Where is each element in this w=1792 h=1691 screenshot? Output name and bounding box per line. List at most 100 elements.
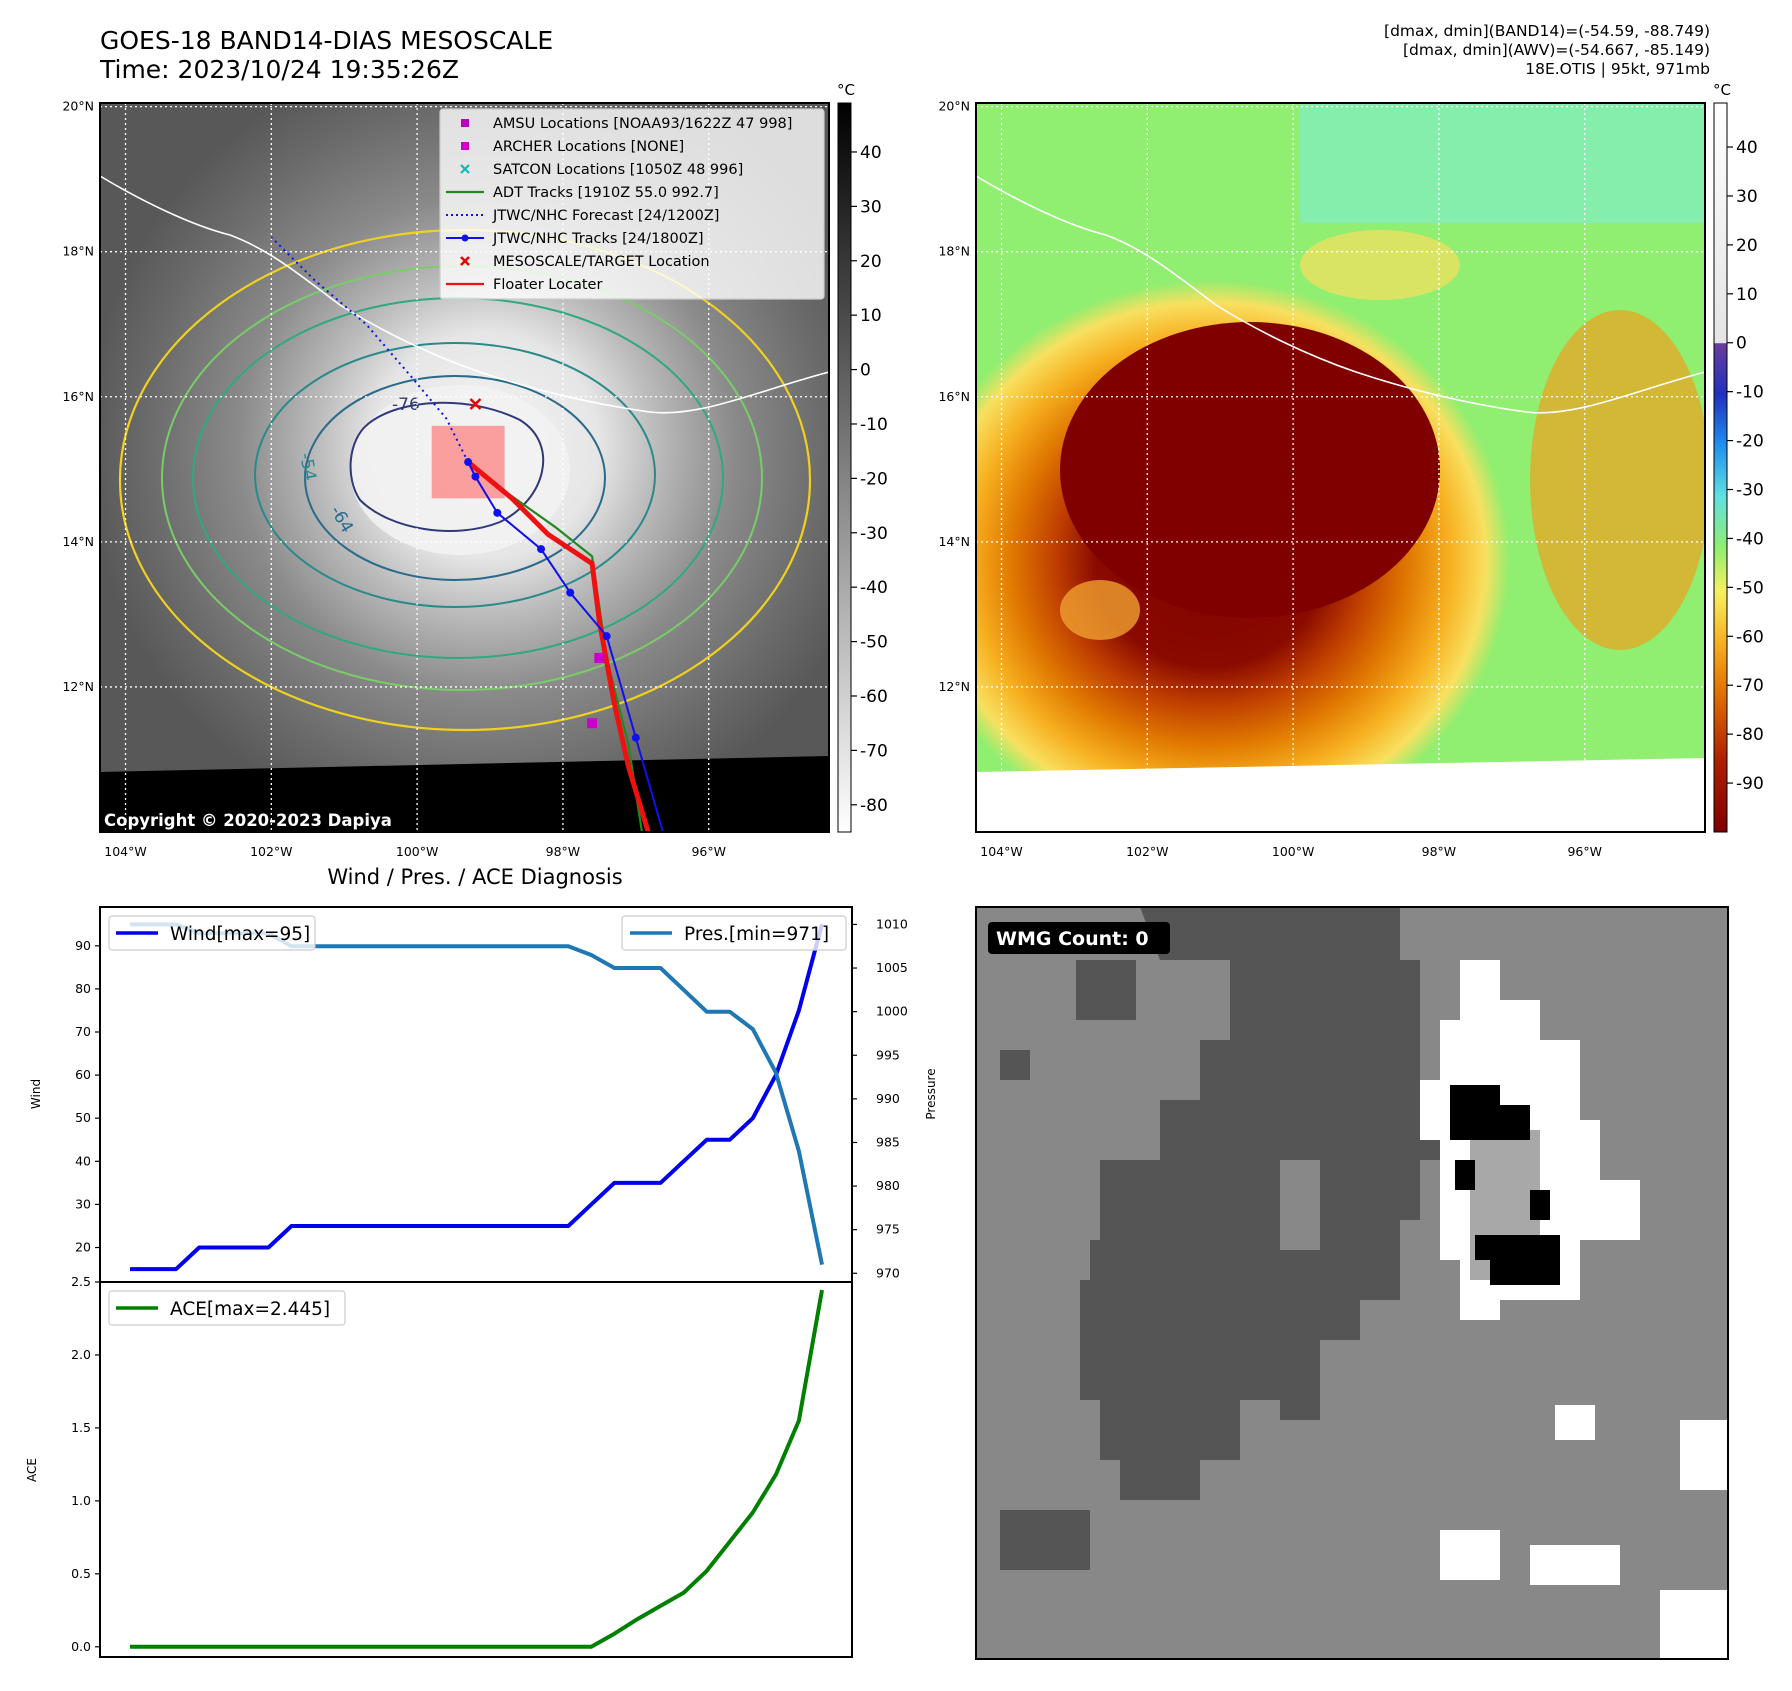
pressure-legend: Pres.[min=971] bbox=[621, 915, 847, 951]
info-band14: [dmax, dmin](BAND14)=(-54.59, -88.749) bbox=[1384, 22, 1710, 40]
wmg-white-block-5 bbox=[1555, 1405, 1595, 1440]
ace-tick-label: 2.0 bbox=[71, 1347, 91, 1362]
ir-lat-label: 14°N bbox=[62, 534, 94, 549]
ace-tick-label: 2.5 bbox=[71, 1274, 91, 1289]
awv-colorbar-tick-label: -80 bbox=[1736, 725, 1764, 745]
pressure-tick-label: 1005 bbox=[876, 960, 908, 975]
ir-colorbar-unit: °C bbox=[837, 81, 855, 99]
ir-colorbar-tick-label: 0 bbox=[860, 361, 871, 381]
ir-lon-label: 102°W bbox=[250, 844, 292, 859]
wmg-gray-patch bbox=[1280, 1160, 1320, 1250]
ir-colorbar-ticks: 40 30 20 10 0 -10 -20 -30 -40 -50 -60 -70 -80 bbox=[851, 143, 888, 816]
wind-legend-box bbox=[108, 915, 316, 951]
awv-colorbar-tick-label: 40 bbox=[1736, 138, 1758, 158]
best-track-point bbox=[464, 458, 473, 467]
floater-locater-track bbox=[466, 460, 651, 832]
ir-legend-box bbox=[439, 108, 825, 300]
wind-tick-label: 20 bbox=[75, 1240, 91, 1255]
ir-colorbar-tick-label: 30 bbox=[860, 197, 882, 217]
ir-colorbar-tick-label: 10 bbox=[860, 306, 882, 326]
wmg-dark-block-3 bbox=[1000, 1510, 1090, 1570]
wind-series-line bbox=[130, 923, 824, 1272]
best-track-point bbox=[661, 835, 669, 843]
best-track-point bbox=[602, 632, 611, 641]
awv-band-west bbox=[1060, 580, 1140, 640]
awv-moist-region bbox=[1300, 103, 1705, 223]
awv-colorbar-tick-label: 0 bbox=[1736, 334, 1747, 354]
awv-lon-label: 98°W bbox=[1422, 844, 1457, 859]
ace-tick-label: 1.0 bbox=[71, 1493, 91, 1508]
contour-64 bbox=[304, 375, 606, 581]
awv-colorbar-tick-label: -20 bbox=[1736, 432, 1764, 452]
awv-lat-label: 18°N bbox=[938, 244, 970, 259]
wind-tick-label: 30 bbox=[75, 1196, 91, 1211]
awv-lat-label: 12°N bbox=[938, 679, 970, 694]
wmg-black-west bbox=[1455, 1160, 1475, 1190]
awv-gridlines bbox=[976, 103, 1705, 832]
contour-54 bbox=[254, 342, 656, 608]
best-track-point bbox=[471, 472, 480, 481]
awv-band-east bbox=[1530, 310, 1705, 650]
wmg-dark-block-1 bbox=[1076, 960, 1136, 1020]
best-track bbox=[467, 461, 664, 832]
legend-symbol-archer bbox=[461, 142, 469, 150]
legend-entry: Floater Locater bbox=[493, 277, 602, 293]
best-track-point bbox=[566, 588, 575, 597]
wind-pressure-axes bbox=[99, 906, 853, 1283]
wmg-count-label: WMG Count: 0 bbox=[996, 928, 1149, 950]
awv-colorbar-tick-label: -30 bbox=[1736, 481, 1764, 501]
ir-lon-label: 96°W bbox=[691, 844, 726, 859]
ir-colorbar-tick-label: -80 bbox=[860, 796, 888, 816]
figure-info-block: [dmax, dmin](BAND14)=(-54.59, -88.749) [… bbox=[1384, 22, 1710, 79]
awv-colorbar-unit: °C bbox=[1713, 81, 1731, 99]
wind-tick-label: 50 bbox=[75, 1110, 91, 1125]
awv-colorbar-tick-label: 10 bbox=[1736, 285, 1758, 305]
legend-entry: AMSU Locations [NOAA93/1622Z 47 998] bbox=[493, 116, 792, 132]
awv-lon-label: 102°W bbox=[1126, 844, 1168, 859]
awv-colorbar-ticks: 40 30 20 10 0 -10 -20 -30 -40 -50 -60 -70 -80 -90 bbox=[1727, 138, 1764, 794]
info-awv: [dmax, dmin](AWV)=(-54.667, -85.149) bbox=[1403, 41, 1710, 59]
legend-symbol-target bbox=[460, 256, 470, 266]
ir-copyright: Copyright © 2020-2023 Dapiya bbox=[104, 811, 392, 830]
ir-lat-label: 18°N bbox=[62, 244, 94, 259]
awv-colorbar-tick-label: -50 bbox=[1736, 578, 1764, 598]
ace-plot: 0.0 0.5 1.0 1.5 2.0 2.5 bbox=[71, 1274, 824, 1654]
awv-frame bbox=[975, 102, 1706, 833]
pressure-tick-label: 975 bbox=[876, 1222, 900, 1237]
ir-colorbar-tick-label: -50 bbox=[860, 633, 888, 653]
ir-axis-labels: 104°W 102°W 100°W 98°W 96°W 20°N 18°N 16°N 14°N 1… bbox=[62, 99, 725, 859]
wind-axis-label: Wind bbox=[29, 1079, 43, 1109]
ir-colorbar-tick-label: 20 bbox=[860, 252, 882, 272]
best-track-point bbox=[493, 508, 502, 517]
pressure-tick-label: 1000 bbox=[876, 1004, 908, 1019]
ace-legend: ACE[max=2.445] bbox=[108, 1290, 346, 1326]
ace-tick-label: 0.0 bbox=[71, 1639, 91, 1654]
ir-tracks bbox=[270, 236, 669, 843]
wmg-white-block-2 bbox=[1530, 1545, 1620, 1585]
ir-lat-label: 20°N bbox=[62, 99, 94, 114]
awv-colorbar-tick-label: -40 bbox=[1736, 529, 1764, 549]
ir-colorbar-tick-label: -30 bbox=[860, 524, 888, 544]
legend-entry: JTWC/NHC Forecast [24/1200Z] bbox=[492, 208, 719, 224]
wmg-panel: WMG Count: 0 bbox=[975, 906, 1729, 1660]
wmg-black-north bbox=[1450, 1085, 1530, 1140]
legend-symbol-amsu bbox=[461, 119, 469, 127]
figure-title-block: GOES-18 BAND14-DIAS MESOSCALE Time: 2023… bbox=[100, 26, 553, 84]
awv-axis-labels: 104°W 102°W 100°W 98°W 96°W 20°N 18°N 16°N 14°N 1… bbox=[938, 99, 1601, 859]
ir-frame bbox=[99, 102, 830, 833]
diagnosis-title: Wind / Pres. / ACE Diagnosis bbox=[327, 865, 622, 889]
pressure-tick-label: 970 bbox=[876, 1265, 900, 1280]
awv-lat-label: 14°N bbox=[938, 534, 970, 549]
awv-coastline bbox=[976, 175, 1705, 414]
ir-colorbar-tick-label: -60 bbox=[860, 687, 888, 707]
awv-colorbar-tick-label: -90 bbox=[1736, 774, 1764, 794]
wmg-white-block-4 bbox=[1660, 1590, 1728, 1659]
legend-symbol-satcon bbox=[460, 164, 470, 174]
awv-no-data-region bbox=[976, 758, 1705, 832]
ir-colorbar-tick-label: -40 bbox=[860, 578, 888, 598]
ir-colorbar-tick-label: -70 bbox=[860, 741, 888, 761]
pressure-legend-label: Pres.[min=971] bbox=[684, 924, 829, 945]
wind-tick-label: 70 bbox=[75, 1024, 91, 1039]
wind-tick-label: 60 bbox=[75, 1067, 91, 1082]
ir-colorbar-tick-label: -20 bbox=[860, 469, 888, 489]
